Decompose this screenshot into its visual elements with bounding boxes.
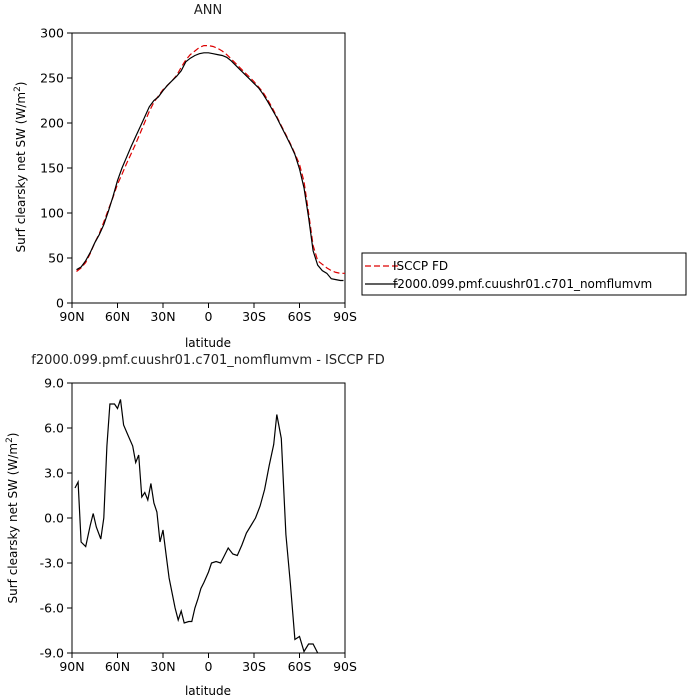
bottom-x-tick-label: 0 xyxy=(205,659,213,674)
legend-label-model: f2000.099.pmf.cuushr01.c701_nomflumvm xyxy=(393,277,652,291)
top-x-tick-label: 0 xyxy=(205,309,213,324)
bottom-y-tick-label: 0.0 xyxy=(44,511,64,526)
top-plot-area: 90N 60N 30N 0 30S 60S 90S 0 50 100 150 200 250 300 xyxy=(40,26,357,325)
top-x-axis-label: latitude xyxy=(185,336,231,350)
legend-label-isccp-fd: ISCCP FD xyxy=(393,259,448,273)
bottom-series-line-1 xyxy=(74,399,319,654)
top-y-tick-label: 150 xyxy=(40,161,64,176)
bottom-y-tick-label: 3.0 xyxy=(44,466,64,481)
top-x-tick-label: 90S xyxy=(333,309,357,324)
bottom-y-axis-label-main: Surf clearsky net SW (W/m xyxy=(6,443,20,604)
bottom-y-tick-label: 6.0 xyxy=(44,421,64,436)
top-series-line-1 xyxy=(76,45,345,274)
bottom-y-tick-label: -3.0 xyxy=(40,556,64,571)
top-y-axis-label-main: Surf clearsky net SW (W/m xyxy=(14,92,28,253)
legend: ISCCP FD f2000.099.pmf.cuushr01.c701_nom… xyxy=(361,252,687,296)
bottom-plot-frame xyxy=(71,382,346,654)
top-y-tick-label: 200 xyxy=(40,116,64,131)
bottom-y-tick-label: -6.0 xyxy=(40,601,64,616)
bottom-y-axis-label: Surf clearsky net SW (W/m2) xyxy=(5,433,20,604)
top-y-tick-label: 50 xyxy=(48,251,64,266)
bottom-y-tick-label: 9.0 xyxy=(44,376,64,391)
bottom-x-tick-label: 90N xyxy=(59,659,84,674)
bottom-panel: f2000.099.pmf.cuushr01.c701_nomflumvm - … xyxy=(5,353,385,698)
top-y-axis-label-end: ) xyxy=(14,82,28,87)
bottom-chart-title: f2000.099.pmf.cuushr01.c701_nomflumvm - … xyxy=(31,353,385,368)
top-chart-title: ANN xyxy=(194,3,222,18)
top-panel: ANN latitude Surf clearsky net SW (W/m2)… xyxy=(13,3,357,350)
top-y-tick-label: 0 xyxy=(56,296,64,311)
top-x-tick-label: 30N xyxy=(150,309,175,324)
bottom-x-tick-label: 60S xyxy=(288,659,312,674)
top-x-tick-label: 90N xyxy=(59,309,84,324)
bottom-x-tick-label: 90S xyxy=(333,659,357,674)
bottom-x-axis-label: latitude xyxy=(185,684,231,698)
top-y-tick-label: 300 xyxy=(40,26,64,41)
top-y-axis-label-superscript: 2 xyxy=(13,86,23,92)
bottom-y-tick-label: -9.0 xyxy=(40,646,64,661)
top-y-tick-label: 250 xyxy=(40,71,64,86)
top-y-axis-label: Surf clearsky net SW (W/m2) xyxy=(13,82,28,253)
bottom-x-tick-label: 60N xyxy=(105,659,130,674)
top-y-tick-label: 100 xyxy=(40,206,64,221)
bottom-y-axis-label-superscript: 2 xyxy=(5,437,15,443)
bottom-x-tick-label: 30N xyxy=(150,659,175,674)
top-x-tick-label: 60N xyxy=(105,309,130,324)
top-plot-frame xyxy=(71,32,346,304)
legend-box xyxy=(361,252,687,296)
top-series-line-2 xyxy=(76,52,344,282)
bottom-y-axis-label-end: ) xyxy=(6,433,20,438)
top-x-tick-label: 30S xyxy=(242,309,266,324)
bottom-x-tick-label: 30S xyxy=(242,659,266,674)
top-x-tick-label: 60S xyxy=(288,309,312,324)
bottom-plot-area: 90N 60N 30N 0 30S 60S 90S -9.0 -6.0 -3.0 0.0 3.0 6.0… xyxy=(40,376,357,675)
